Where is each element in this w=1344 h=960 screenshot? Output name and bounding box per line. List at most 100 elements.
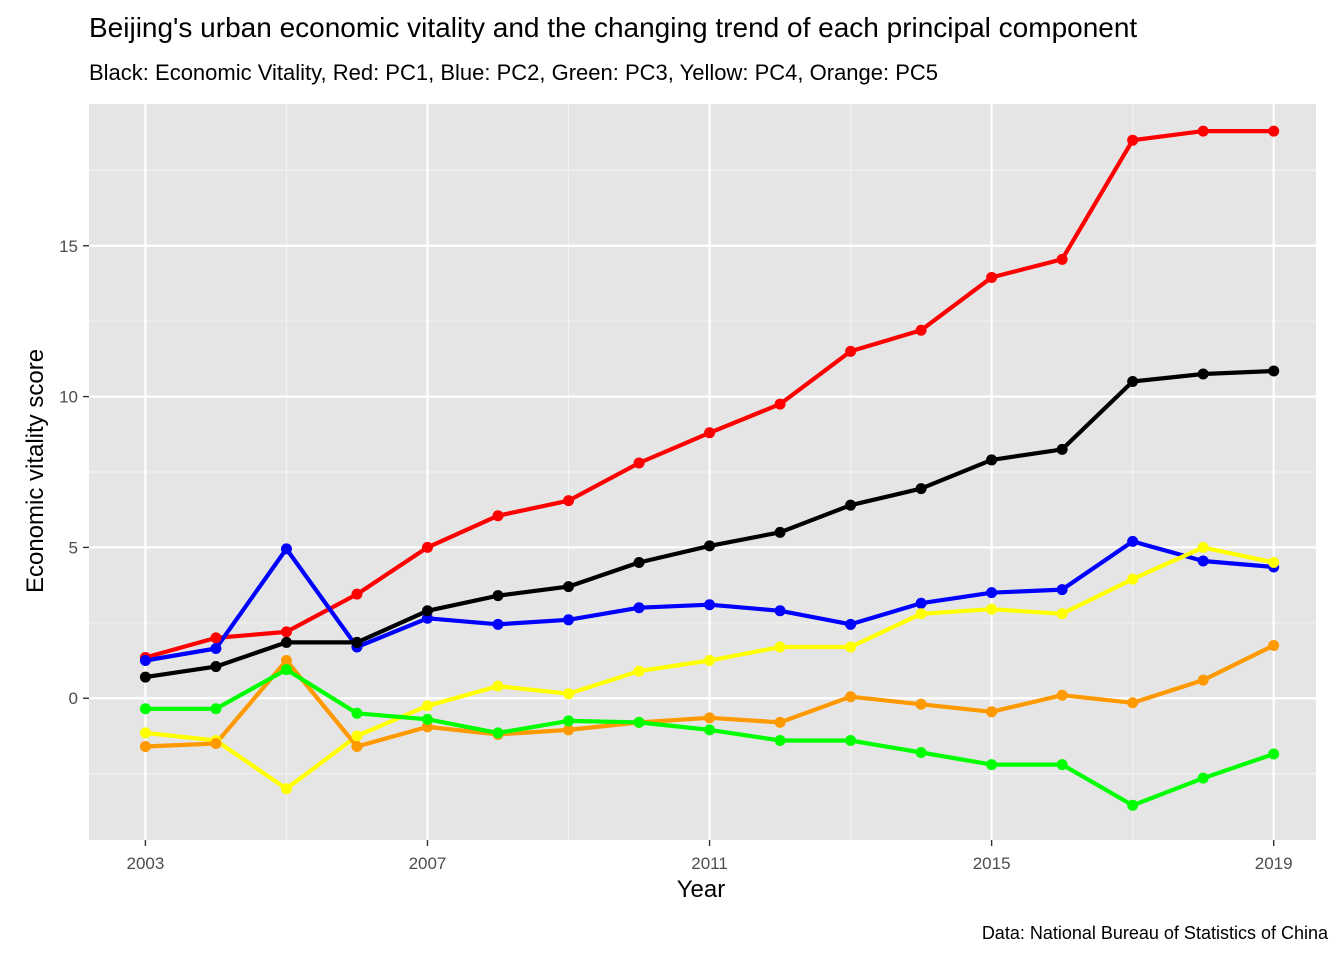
data-point — [1268, 639, 1280, 651]
series-points — [139, 125, 1280, 811]
data-point — [845, 499, 857, 511]
data-point — [915, 597, 927, 609]
data-point — [774, 641, 786, 653]
data-point — [1127, 697, 1139, 709]
data-point — [704, 724, 716, 736]
data-point — [704, 427, 716, 439]
data-point — [915, 608, 927, 620]
data-point — [280, 664, 292, 676]
data-point — [421, 713, 433, 725]
y-tick-label: 15 — [59, 237, 78, 256]
x-tick-label: 2019 — [1255, 854, 1293, 873]
axis-ticks — [83, 245, 1275, 846]
data-point — [1268, 365, 1280, 377]
data-point — [986, 706, 998, 718]
data-point — [704, 599, 716, 611]
data-point — [986, 271, 998, 283]
data-point — [492, 727, 504, 739]
chart-subtitle: Black: Economic Vitality, Red: PC1, Blue… — [89, 60, 939, 85]
data-point — [280, 636, 292, 648]
data-point — [915, 483, 927, 495]
x-axis-label: Year — [676, 876, 726, 903]
data-point — [1197, 555, 1209, 567]
data-point — [633, 716, 645, 728]
data-point — [1268, 556, 1280, 568]
data-point — [845, 641, 857, 653]
data-point — [1056, 759, 1068, 771]
data-point — [1127, 799, 1139, 811]
data-point — [351, 636, 363, 648]
data-point — [139, 671, 151, 683]
data-point — [633, 556, 645, 568]
data-point — [351, 707, 363, 719]
data-point — [280, 543, 292, 555]
data-point — [1268, 748, 1280, 760]
x-tick-label: 2007 — [409, 854, 447, 873]
data-point — [774, 605, 786, 617]
data-point — [351, 588, 363, 600]
tick-labels: 2003 2007 2011 2015 2019 0 5 10 15 — [59, 237, 1293, 873]
data-point — [492, 618, 504, 630]
data-point — [915, 324, 927, 336]
chart-title: Beijing's urban economic vitality and th… — [89, 12, 1138, 43]
data-point — [1197, 674, 1209, 686]
data-point — [845, 345, 857, 357]
data-point — [492, 510, 504, 522]
data-point — [845, 691, 857, 703]
minor-gridlines — [89, 104, 1316, 840]
data-point — [563, 495, 575, 507]
data-point — [1056, 608, 1068, 620]
data-point — [351, 740, 363, 752]
data-point — [351, 730, 363, 742]
data-point — [1127, 134, 1139, 146]
data-point — [1197, 125, 1209, 137]
data-point — [210, 642, 222, 654]
data-point — [704, 655, 716, 667]
data-point — [1127, 535, 1139, 547]
data-point — [492, 590, 504, 602]
data-point — [1268, 125, 1280, 137]
data-point — [704, 540, 716, 552]
y-axis-label: Economic vitality score — [22, 348, 49, 594]
data-point — [774, 716, 786, 728]
data-point — [280, 626, 292, 638]
data-point — [986, 587, 998, 599]
data-point — [633, 665, 645, 677]
data-point — [986, 759, 998, 771]
data-point — [421, 700, 433, 712]
data-point — [915, 747, 927, 759]
x-tick-label: 2011 — [691, 854, 728, 873]
data-point — [1197, 772, 1209, 784]
y-tick-label: 0 — [69, 689, 78, 708]
data-point — [1197, 368, 1209, 380]
data-point — [492, 680, 504, 692]
data-point — [563, 724, 575, 736]
data-point — [210, 661, 222, 673]
data-point — [1056, 584, 1068, 596]
data-point — [139, 655, 151, 667]
data-point — [845, 734, 857, 746]
data-point — [633, 457, 645, 469]
data-point — [139, 740, 151, 752]
data-point — [210, 737, 222, 749]
data-point — [986, 454, 998, 466]
data-point — [421, 605, 433, 617]
y-tick-label: 5 — [69, 538, 78, 557]
data-point — [563, 581, 575, 593]
x-tick-label: 2003 — [126, 854, 164, 873]
data-point — [633, 602, 645, 614]
data-point — [563, 688, 575, 700]
data-point — [845, 618, 857, 630]
data-point — [1056, 443, 1068, 455]
data-point — [774, 734, 786, 746]
data-point — [1127, 376, 1139, 388]
data-point — [421, 721, 433, 733]
data-point — [774, 526, 786, 538]
data-point — [986, 603, 998, 615]
data-point — [1127, 573, 1139, 585]
x-tick-label: 2015 — [973, 854, 1011, 873]
chart-caption: Data: National Bureau of Statistics of C… — [981, 923, 1328, 943]
y-tick-label: 10 — [59, 388, 78, 407]
data-point — [421, 541, 433, 553]
